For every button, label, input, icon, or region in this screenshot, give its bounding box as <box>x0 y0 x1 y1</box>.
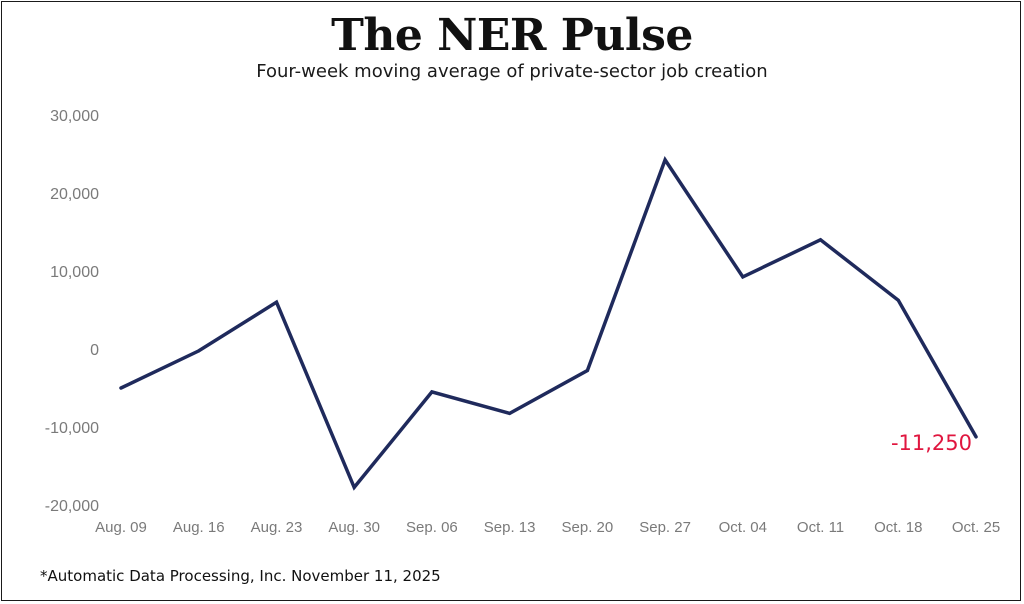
y-axis: 30,000 20,000 10,000 0 -10,000 -20,000 <box>45 108 99 515</box>
y-tick-label: 0 <box>90 342 99 359</box>
x-tick-label: Aug. 09 <box>95 519 147 536</box>
end-value-label: -11,250 <box>891 431 972 455</box>
series-group <box>119 156 978 491</box>
series-line <box>119 156 978 491</box>
data-point <box>896 298 900 302</box>
annotations-group: -11,250 <box>891 431 972 455</box>
y-tick-label: 10,000 <box>50 264 99 281</box>
x-axis: Aug. 09 Aug. 16 Aug. 23 Aug. 30 Sep. 06 Sep. … <box>95 519 1000 536</box>
data-point <box>663 158 667 162</box>
chart-subtitle: Four-week moving average of private-sect… <box>256 61 768 82</box>
x-tick-label: Sep. 06 <box>406 519 458 536</box>
x-tick-label: Sep. 27 <box>639 519 691 536</box>
y-tick-label: 30,000 <box>50 108 99 125</box>
data-point <box>119 386 123 390</box>
data-point <box>274 300 278 304</box>
x-tick-label: Aug. 16 <box>173 519 225 536</box>
data-point <box>508 411 512 415</box>
source-note: *Automatic Data Processing, Inc. Novembe… <box>40 567 441 585</box>
y-tick-label: -20,000 <box>45 498 99 515</box>
x-tick-label: Sep. 13 <box>484 519 536 536</box>
data-point <box>974 435 978 439</box>
data-point <box>585 368 589 372</box>
data-point <box>352 485 356 489</box>
data-point <box>430 390 434 394</box>
x-tick-label: Oct. 25 <box>952 519 1000 536</box>
y-tick-label: 20,000 <box>50 186 99 203</box>
data-point <box>197 349 201 353</box>
x-tick-label: Sep. 20 <box>562 519 614 536</box>
x-tick-label: Aug. 30 <box>328 519 380 536</box>
x-tick-label: Oct. 04 <box>719 519 767 536</box>
x-tick-label: Oct. 18 <box>874 519 922 536</box>
y-tick-label: -10,000 <box>45 420 99 437</box>
x-tick-label: Oct. 11 <box>797 519 844 536</box>
data-point <box>741 275 745 279</box>
data-point <box>819 238 823 242</box>
x-tick-label: Aug. 23 <box>251 519 303 536</box>
chart-title: The NER Pulse <box>331 10 693 61</box>
